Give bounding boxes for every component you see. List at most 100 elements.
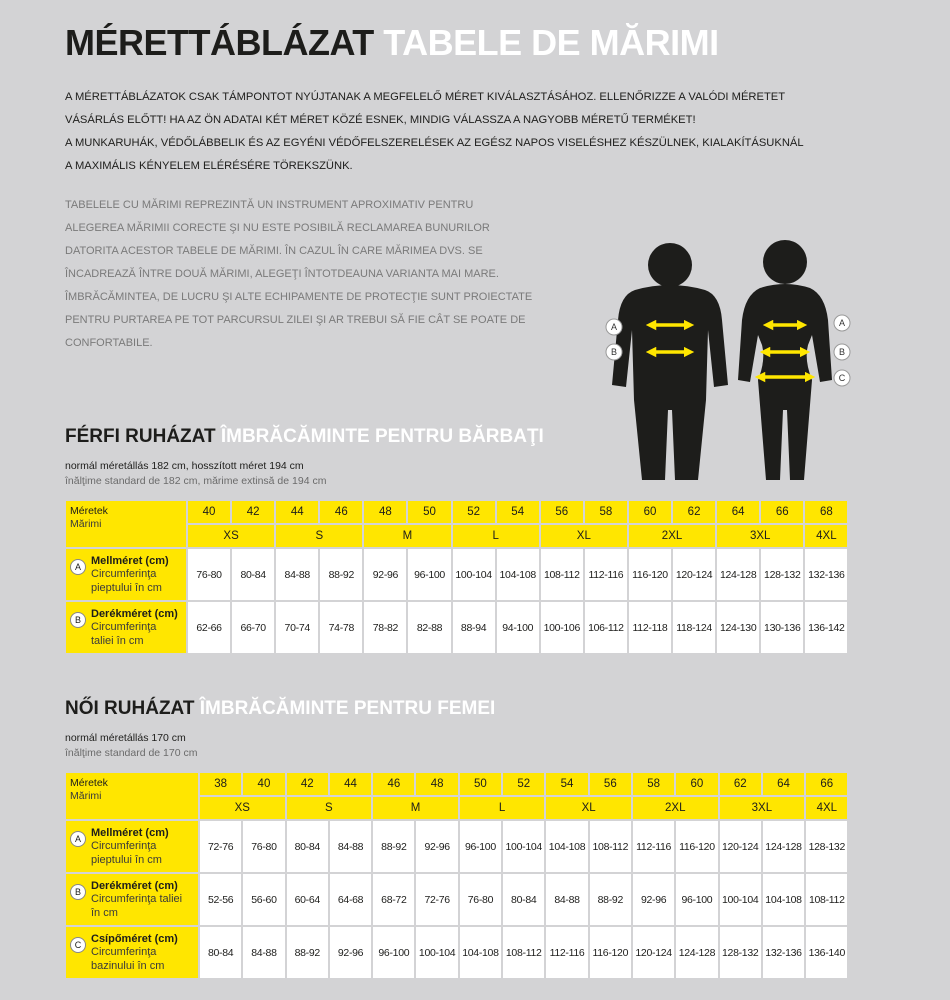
row-label: A Mellméret (cm) Circumferinţa pieptului î…	[70, 555, 182, 595]
value-cell: 124-128	[674, 925, 720, 980]
intro-line: A MÉRETTÁBLÁZATOK CSAK TÁMPONTOT NYÚJTAN…	[65, 91, 786, 103]
size-table: Méretek Mărimi 38 40 42 44 46 48 50 52 54 56 58 60 62 6…	[64, 771, 850, 980]
value-cell: 120-124	[671, 547, 718, 602]
size-cell: 62	[717, 771, 763, 797]
page-title: MÉRETTÁBLÁZAT TABELE DE MĂRIMI	[65, 22, 719, 64]
value-cell: 70-74	[274, 600, 321, 655]
value-cell: 68-72	[371, 872, 417, 927]
row-label-cell: A Mellméret (cm) Circumferinţa pieptului î…	[64, 547, 188, 602]
value-cell: 78-82	[362, 600, 409, 655]
size-cell: 48	[362, 499, 409, 525]
size-cell: 48	[414, 771, 460, 797]
value-cell: 128-132	[804, 819, 850, 874]
value-cell: 112-118	[626, 600, 674, 655]
value-cell: 130-136	[759, 600, 806, 655]
value-cell: 112-116	[544, 925, 590, 980]
value-cell: 106-112	[582, 600, 629, 655]
row-desc: Circumferinţa pieptului în cm	[91, 567, 162, 594]
figure-label: B	[839, 347, 845, 357]
group-cell: XL	[538, 523, 629, 549]
header-row: Méretek Mărimi 40 42 44 46 48 50 52 54 56 58 60 62 64 6…	[64, 499, 850, 549]
value-cell: 128-132	[717, 925, 763, 980]
section-title-ro: ÎMBRĂCĂMINTE PENTRU FEMEI	[199, 698, 496, 719]
group-cell: XS	[198, 795, 287, 821]
size-cell: 50	[457, 771, 504, 797]
value-cell: 116-120	[626, 547, 674, 602]
label-circle	[833, 343, 851, 361]
value-cell: 84-88	[327, 819, 374, 874]
group-cell: L	[450, 523, 541, 549]
measure-row: C Csípőméret (cm) Circumferinţa bazinului …	[64, 925, 850, 980]
group-cell: 2XL	[626, 523, 718, 549]
row-marker: B	[70, 611, 86, 628]
size-cell: 50	[406, 499, 453, 525]
value-cell: 108-112	[501, 925, 547, 980]
value-cell: 92-96	[327, 925, 374, 980]
value-cell: 72-76	[197, 819, 244, 874]
value-cell: 84-88	[241, 925, 287, 980]
row-text: Mellméret (cm) Circumferinţa pieptului în…	[91, 555, 182, 595]
value-cell: 104-108	[760, 872, 807, 927]
measure-row: A Mellméret (cm) Circumferinţa pieptului î…	[64, 819, 850, 874]
row-name: Mellméret (cm)	[91, 826, 169, 839]
intro-line: VÁSÁRLÁS ELŐTT! HA AZ ÖN ADATAI KÉT MÉRE…	[65, 114, 696, 126]
group-row: XS S M L XL 2XL 3XL 4XL	[65, 523, 850, 549]
size-cell: 42	[230, 499, 277, 525]
figure-label: B	[611, 347, 617, 357]
value-cell: 66-70	[230, 600, 277, 655]
value-cell: 56-60	[241, 872, 287, 927]
section-title-ro: ÎMBRĂCĂMINTE PENTRU BĂRBAŢI	[220, 426, 544, 447]
size-cell: 58	[630, 771, 677, 797]
value-cell: 92-96	[414, 819, 460, 874]
group-cell: 3XL	[715, 523, 806, 549]
title-hu: MÉRETTÁBLÁZAT	[65, 22, 374, 63]
row-marker: C	[70, 936, 86, 953]
row-desc: Circumferinţa pieptului în cm	[91, 839, 162, 866]
row-text: Derékméret (cm) Circumferinţa taliei în c…	[91, 880, 194, 920]
intro-line: ÎNCADREAZĂ ÎNTRE DOUĂ MĂRIMI, ALEGEŢI ÎN…	[65, 268, 499, 280]
section-title-hu: FÉRFI RUHÁZAT	[65, 426, 216, 447]
value-cell: 120-124	[717, 819, 763, 874]
value-cell: 136-142	[803, 600, 850, 655]
value-cell: 96-100	[457, 819, 504, 874]
size-cell: 66	[759, 499, 806, 525]
row-label-cell: A Mellméret (cm) Circumferinţa pieptului î…	[64, 819, 200, 874]
label-circle	[833, 314, 851, 332]
size-cell: 60	[674, 771, 720, 797]
group-cell: 3XL	[717, 795, 807, 821]
header-label: Méretek	[70, 777, 108, 789]
intro-line: ÎMBRĂCĂMINTEA, DE LUCRU ŞI ALTE ECHIPAME…	[65, 291, 533, 303]
row-text: Mellméret (cm) Circumferinţa pieptului în…	[91, 827, 194, 867]
group-cell: S	[284, 795, 374, 821]
value-cell: 60-64	[284, 872, 330, 927]
group-cell: M	[371, 795, 460, 821]
intro-line: TABELELE CU MĂRIMI REPREZINTĂ UN INSTRUM…	[65, 199, 474, 211]
section-note: înălţime standard de 170 cm	[65, 747, 198, 759]
value-cell: 136-140	[804, 925, 850, 980]
size-cell: 64	[715, 499, 762, 525]
value-cell: 100-106	[538, 600, 585, 655]
value-cell: 132-136	[803, 547, 850, 602]
size-cell: 56	[538, 499, 585, 525]
measure-row: B Derékméret (cm) Circumferinţa taliei în …	[64, 872, 850, 927]
label-circle	[605, 318, 623, 336]
value-cell: 128-132	[759, 547, 806, 602]
group-cell: M	[362, 523, 453, 549]
value-cell: 132-136	[760, 925, 807, 980]
group-cell: 2XL	[630, 795, 720, 821]
value-cell: 104-108	[457, 925, 504, 980]
value-cell: 88-92	[371, 819, 417, 874]
value-cell: 52-56	[197, 872, 244, 927]
value-cell: 64-68	[327, 872, 374, 927]
value-cell: 104-108	[494, 547, 541, 602]
row-label: B Derékméret (cm) Circumferinţa taliei în …	[70, 608, 182, 648]
value-cell: 108-112	[538, 547, 585, 602]
value-cell: 96-100	[674, 872, 720, 927]
row-marker: A	[70, 558, 86, 575]
measure-row: B Derékméret (cm) Circumferinţa taliei în …	[64, 600, 850, 655]
value-cell: 88-92	[318, 547, 365, 602]
group-cell: 4XL	[803, 523, 850, 549]
value-cell: 84-88	[544, 872, 590, 927]
section-title: NŐI RUHÁZAT ÎMBRĂCĂMINTE PENTRU FEMEI	[65, 698, 495, 720]
size-cell: 46	[318, 499, 365, 525]
